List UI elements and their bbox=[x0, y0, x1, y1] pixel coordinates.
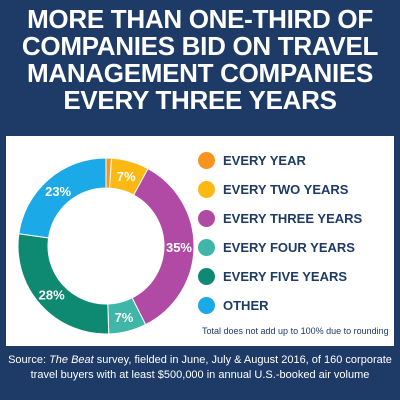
source-prefix: Source: bbox=[8, 354, 50, 366]
chart-panel: 1%7%35%7%28%23% EVERY YEAR EVERY TWO YEA… bbox=[6, 136, 394, 346]
source-note: Source: The Beat survey, fielded in June… bbox=[6, 353, 394, 383]
slice-label-every-five-years: 28% bbox=[39, 288, 65, 303]
legend-label-every-three-years: EVERY THREE YEARS bbox=[223, 211, 363, 226]
source-text: survey, fielded in June, July & August 2… bbox=[30, 354, 392, 381]
donut-slice-other bbox=[18, 157, 107, 239]
title-line-3: MANAGEMENT COMPANIES bbox=[27, 58, 373, 88]
legend-swatch-every-four-years bbox=[198, 239, 215, 256]
chart-legend: EVERY YEAR EVERY TWO YEARS EVERY THREE Y… bbox=[198, 146, 388, 320]
legend-label-every-four-years: EVERY FOUR YEARS bbox=[223, 240, 355, 255]
legend-item-every-two-years: EVERY TWO YEARS bbox=[198, 175, 388, 204]
legend-item-every-three-years: EVERY THREE YEARS bbox=[198, 204, 388, 233]
title-line-4: EVERY THREE YEARS bbox=[63, 85, 337, 115]
legend-label-every-five-years: EVERY FIVE YEARS bbox=[223, 269, 348, 284]
legend-item-every-four-years: EVERY FOUR YEARS bbox=[198, 233, 388, 262]
title-line-1: MORE THAN ONE-THIRD OF bbox=[27, 4, 373, 34]
legend-label-other: OTHER bbox=[223, 298, 269, 313]
slice-label-every-two-years: 7% bbox=[117, 169, 136, 184]
source-publication: The Beat bbox=[49, 354, 94, 366]
legend-swatch-every-year bbox=[198, 152, 215, 169]
slice-label-every-four-years: 7% bbox=[115, 310, 134, 325]
legend-item-every-year: EVERY YEAR bbox=[198, 146, 388, 175]
legend-label-every-year: EVERY YEAR bbox=[223, 153, 306, 168]
title-line-2: COMPANIES BID ON TRAVEL bbox=[21, 31, 379, 61]
donut-chart: 1%7%35%7%28%23% bbox=[17, 156, 195, 335]
donut-slice-every-five-years bbox=[17, 233, 110, 335]
legend-label-every-two-years: EVERY TWO YEARS bbox=[223, 182, 349, 197]
legend-swatch-every-three-years bbox=[198, 210, 215, 227]
legend-swatch-other bbox=[198, 297, 215, 314]
legend-swatch-every-five-years bbox=[198, 268, 215, 285]
donut-slice-every-three-years bbox=[131, 167, 195, 326]
rounding-note: Total does not add up to 100% due to rou… bbox=[202, 326, 389, 336]
legend-item-every-five-years: EVERY FIVE YEARS bbox=[198, 262, 388, 291]
legend-swatch-every-two-years bbox=[198, 181, 215, 198]
slice-label-other: 23% bbox=[45, 184, 71, 199]
slice-label-every-three-years: 35% bbox=[166, 240, 192, 255]
page-title: MORE THAN ONE-THIRD OF COMPANIES BID ON … bbox=[0, 6, 400, 114]
legend-item-other: OTHER bbox=[198, 291, 388, 320]
